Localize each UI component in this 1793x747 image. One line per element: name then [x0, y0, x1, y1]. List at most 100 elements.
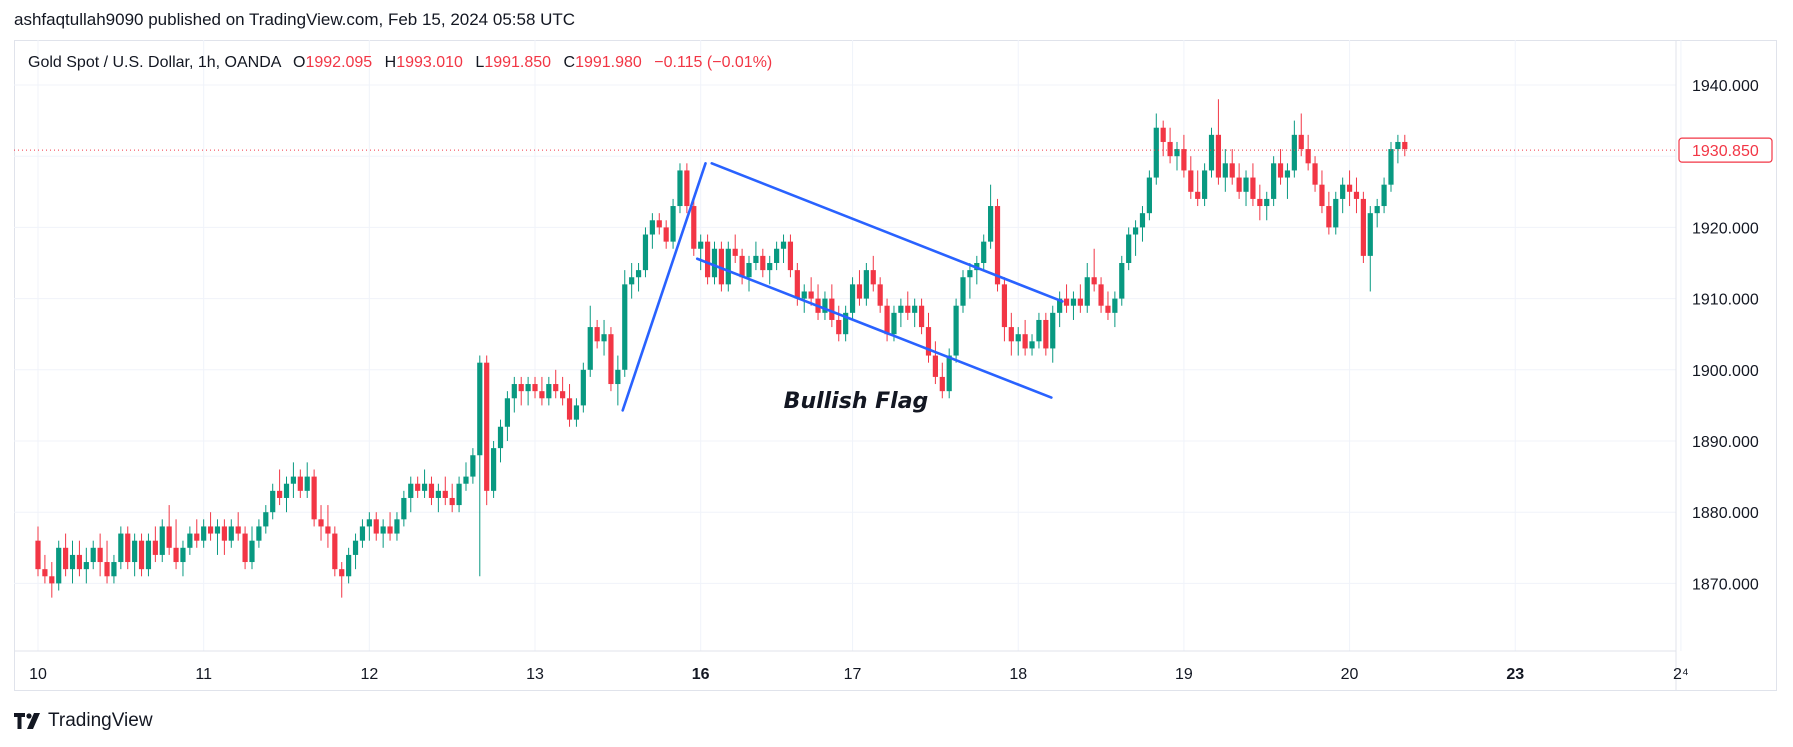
candle-body	[1084, 277, 1090, 306]
candle-body	[1153, 127, 1159, 178]
candle-body	[1112, 298, 1118, 313]
candle-body	[1119, 263, 1125, 299]
candle-body	[359, 526, 366, 541]
trendline[interactable]	[710, 162, 1064, 303]
candle	[1084, 263, 1090, 313]
candle-body	[1222, 163, 1228, 178]
candle	[380, 519, 386, 548]
tradingview-logo[interactable]: TradingView	[14, 710, 153, 732]
candle	[870, 255, 876, 292]
price-tick-label: 1920.000	[1692, 220, 1759, 237]
candle-body	[1070, 298, 1077, 306]
time-tick-label: 18	[1009, 666, 1027, 683]
candle-body	[235, 526, 241, 534]
candle	[691, 198, 697, 256]
candle	[387, 512, 393, 541]
candle	[56, 540, 62, 591]
candle-body	[173, 547, 179, 563]
candle	[1305, 134, 1311, 171]
candle	[325, 505, 331, 548]
candle-body	[1029, 341, 1035, 349]
chart-frame[interactable]	[14, 40, 1777, 691]
candle	[1208, 127, 1215, 178]
candle-body	[76, 554, 83, 570]
candle-body	[1257, 198, 1263, 207]
candle	[470, 448, 476, 484]
candle	[1132, 220, 1139, 256]
candle	[974, 255, 980, 285]
last-price-tag[interactable]	[1678, 137, 1773, 163]
candle-body	[325, 526, 331, 534]
candle	[635, 263, 642, 292]
candle	[739, 248, 745, 285]
candle	[732, 234, 738, 263]
candle-body	[214, 526, 221, 534]
candle-body	[1340, 184, 1346, 199]
candle-body	[691, 206, 697, 249]
candle	[1298, 113, 1304, 157]
candle-body	[1181, 149, 1187, 171]
candle	[132, 533, 138, 577]
candle-body	[1057, 298, 1063, 313]
candle	[780, 234, 787, 263]
candle-body	[318, 519, 324, 527]
annotation-bullish-flag[interactable]: Bullish Flag	[784, 389, 929, 414]
candle	[981, 234, 987, 271]
candle-body	[573, 405, 580, 420]
drawings[interactable]: Bullish Flag	[621, 162, 1064, 414]
time-tick-label: 10	[29, 666, 47, 683]
trendline[interactable]	[695, 257, 1053, 399]
candle	[242, 526, 248, 570]
candle-body	[463, 476, 469, 484]
candle	[746, 255, 752, 292]
candle-body	[408, 483, 414, 498]
candle-body	[601, 334, 607, 342]
time-tick-label: 12	[360, 666, 378, 683]
candle	[1222, 149, 1228, 192]
candle	[1070, 291, 1077, 320]
candle-body	[201, 526, 207, 541]
price-tick-label: 1910.000	[1692, 292, 1759, 309]
candle-body	[283, 483, 290, 498]
candle	[856, 270, 863, 306]
candle	[449, 483, 455, 513]
candle	[525, 376, 531, 406]
candle	[118, 526, 124, 570]
candle-body	[1395, 141, 1401, 150]
candle	[1105, 291, 1111, 320]
candle	[332, 526, 338, 577]
candle-body	[1360, 198, 1366, 256]
candle	[435, 483, 441, 513]
candle	[442, 476, 448, 506]
price-axis[interactable]: 1940.000 1920.000 1910.000 1900.000 1890.000…	[14, 40, 1773, 691]
candle	[104, 540, 110, 584]
candle-body	[435, 490, 441, 498]
candle-body	[83, 562, 89, 570]
candle-body	[511, 384, 517, 399]
candle-body	[704, 241, 711, 278]
candle	[304, 462, 310, 498]
candle-body	[760, 255, 766, 271]
candle-body	[1215, 134, 1222, 178]
candle	[408, 476, 414, 513]
candle	[698, 234, 704, 271]
candle-body	[836, 319, 842, 335]
candle	[656, 213, 662, 235]
candle-body	[746, 263, 752, 278]
candle-body	[794, 270, 800, 299]
candle	[642, 227, 649, 278]
candle	[580, 362, 586, 413]
time-tick-label: 2⁴	[1673, 666, 1689, 683]
time-axis[interactable]: 10 11 12 13 16 17 18 19 20 23 2⁴	[14, 650, 1689, 683]
candle-body	[560, 391, 566, 399]
candle	[1057, 291, 1063, 328]
candle	[1367, 206, 1373, 292]
candle	[1346, 170, 1353, 207]
candle-body	[1402, 141, 1408, 150]
candle-body	[953, 305, 959, 356]
candle	[608, 327, 614, 392]
candle	[76, 540, 83, 577]
candle-body	[1277, 163, 1284, 178]
trendline[interactable]	[621, 162, 707, 412]
